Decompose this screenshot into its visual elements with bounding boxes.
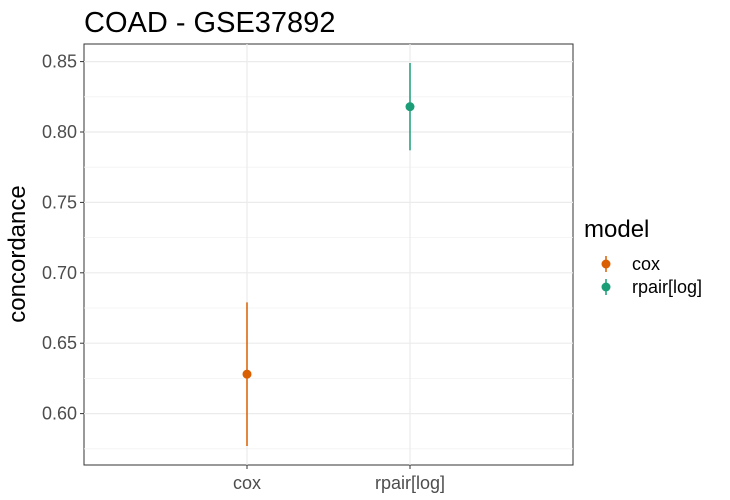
y-tick-label: 0.60 (42, 404, 77, 424)
point-rpair-log (405, 102, 415, 112)
y-axis-title: concordance (4, 185, 31, 322)
legend-key-point (601, 282, 611, 292)
y-tick-label: 0.80 (42, 122, 77, 142)
point-ranges (242, 63, 415, 446)
legend: cox rpair[log] (601, 254, 702, 297)
legend-label: cox (632, 254, 660, 274)
y-axis: 0.60 0.65 0.70 0.75 0.80 0.85 (42, 52, 84, 424)
point-cox (242, 369, 252, 379)
y-tick-label: 0.70 (42, 263, 77, 283)
y-tick-label: 0.65 (42, 333, 77, 353)
legend-key-point (601, 259, 611, 269)
x-tick-label: rpair[log] (375, 473, 445, 493)
x-axis: cox rpair[log] (233, 465, 445, 493)
x-tick-label: cox (233, 473, 261, 493)
legend-label: rpair[log] (632, 277, 702, 297)
legend-title: model (584, 216, 649, 243)
y-tick-label: 0.85 (42, 52, 77, 72)
y-tick-label: 0.75 (42, 192, 77, 212)
plot-panel (83, 43, 574, 466)
chart-title: COAD - GSE37892 (84, 7, 335, 39)
